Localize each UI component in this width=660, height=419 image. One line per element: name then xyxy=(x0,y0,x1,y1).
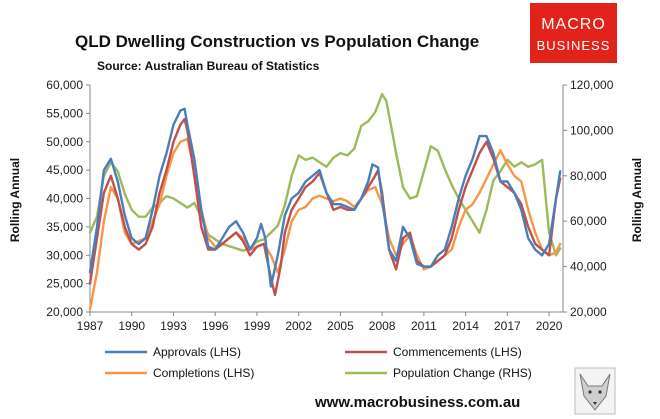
y-right-tick-label: 60,000 xyxy=(570,214,607,228)
x-tick-label: 2002 xyxy=(285,319,312,333)
y-right-tick-label: 40,000 xyxy=(570,260,607,274)
logo-text-business: BUSINESS xyxy=(537,38,611,53)
x-tick-label: 2011 xyxy=(411,319,437,333)
y-left-tick-label: 35,000 xyxy=(46,220,83,234)
y-left-tick-label: 40,000 xyxy=(46,192,83,206)
chart-title: QLD Dwelling Construction vs Population … xyxy=(75,32,479,51)
series-line-approvals xyxy=(88,107,562,288)
fox-mascot-icon xyxy=(574,367,616,415)
macrobusiness-logo: MACRO BUSINESS xyxy=(530,3,617,63)
y-axis-right-ticks: 20,000 40,000 60,000 80,000 100,000 120,000 xyxy=(563,78,614,319)
logo-text-macro: MACRO xyxy=(541,16,606,33)
x-tick-label: 1999 xyxy=(244,319,271,333)
x-tick-label: 1990 xyxy=(118,319,145,333)
y-left-tick-label: 30,000 xyxy=(46,248,83,262)
y-left-tick-label: 55,000 xyxy=(46,106,83,120)
y-left-tick-label: 45,000 xyxy=(46,163,83,177)
y-right-tick-label: 80,000 xyxy=(570,169,607,183)
y-left-tick-label: 25,000 xyxy=(46,277,83,291)
legend-label-commencements: Commencements (LHS) xyxy=(393,345,522,359)
legend-label-population-change: Population Change (RHS) xyxy=(393,366,532,380)
y-axis-left-ticks: 20,000 25,000 30,000 35,000 40,000 45,000 50,0… xyxy=(46,78,90,319)
x-tick-label: 2020 xyxy=(536,319,563,333)
x-tick-label: 2008 xyxy=(369,319,396,333)
series-line-population-change xyxy=(88,92,562,257)
y-right-tick-label: 20,000 xyxy=(570,305,607,319)
series-lines xyxy=(88,92,562,311)
x-tick-label: 2005 xyxy=(327,319,354,333)
x-tick-label: 1987 xyxy=(77,319,104,333)
x-tick-label: 2014 xyxy=(452,319,479,333)
legend: Approvals (LHS) Commencements (LHS) Comple… xyxy=(105,345,532,380)
x-tick-label: 2017 xyxy=(494,319,521,333)
legend-label-approvals: Approvals (LHS) xyxy=(153,345,241,359)
y-left-tick-label: 50,000 xyxy=(46,135,83,149)
x-axis-ticks: 1987 1990 1993 1996 1999 2002 2005 2008 2011 2014… xyxy=(77,312,563,333)
legend-label-completions: Completions (LHS) xyxy=(153,366,254,380)
website-url: www.macrobusiness.com.au xyxy=(314,394,520,411)
series-line-completions xyxy=(88,137,562,311)
x-tick-label: 1996 xyxy=(202,319,229,333)
logo-background xyxy=(530,3,617,63)
y-left-tick-label: 60,000 xyxy=(46,78,83,92)
x-tick-label: 1993 xyxy=(160,319,187,333)
chart-subtitle: Source: Australian Bureau of Statistics xyxy=(97,59,320,73)
y-left-tick-label: 20,000 xyxy=(46,305,83,319)
y-right-tick-label: 100,000 xyxy=(570,123,614,137)
y-axis-right-title: Rolling Annual xyxy=(630,158,644,242)
y-axis-left-title: Rolling Annual xyxy=(8,158,22,242)
y-right-tick-label: 120,000 xyxy=(570,78,614,92)
